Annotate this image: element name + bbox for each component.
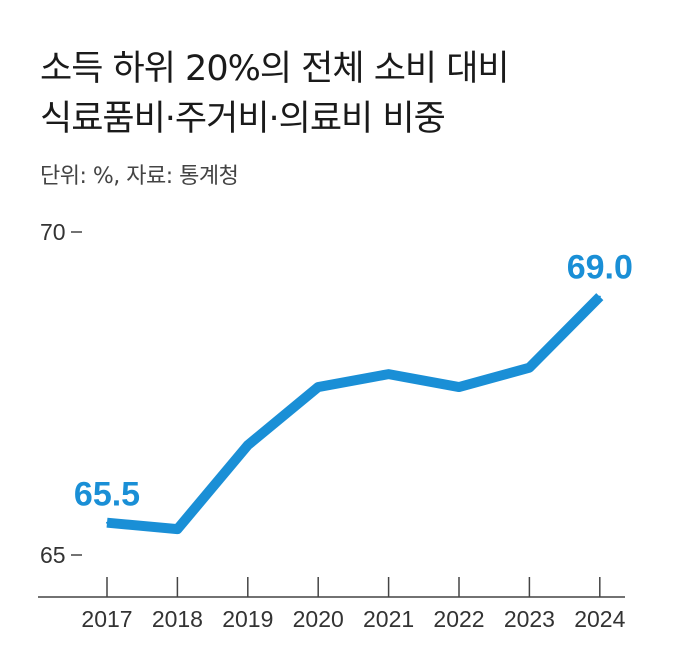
x-tick-label-2021: 2021 [363,606,414,632]
data-label-2024: 69.0 [567,249,633,287]
x-tick-label-2022: 2022 [433,606,484,632]
chart-title-line-2: 식료품비·주거비·의료비 비중 [40,99,446,139]
x-tick-label-2017: 2017 [81,606,132,632]
data-point-2021 [387,373,390,376]
data-point-2022 [458,386,460,389]
x-tick-label-2020: 2020 [293,606,344,632]
x-tick-label-2024: 2024 [574,606,625,632]
data-point-2017 [106,521,108,524]
y-tick-label-70: 70 [40,219,66,245]
series-line-0 [106,293,604,535]
data-point-2019 [246,444,249,447]
y-tick-label-65: 65 [40,542,66,568]
unit-source-note: 단위: %, 자료: 통계청 [40,164,239,189]
x-tick-label-2019: 2019 [222,606,273,632]
x-tick-label-2023: 2023 [504,606,555,632]
data-point-2018 [176,528,179,531]
data-point-2020 [317,386,320,389]
chart-title: 소득 하위 20%의 전체 소비 대비 식료품비·주거비·의료비 비중 [40,44,510,144]
chart-title-line-1: 소득 하위 20%의 전체 소비 대비 [40,49,510,89]
data-point-2024 [598,295,601,298]
data-label-2017: 65.5 [74,476,140,514]
data-point-2023 [528,366,531,369]
x-tick-label-2018: 2018 [152,606,203,632]
